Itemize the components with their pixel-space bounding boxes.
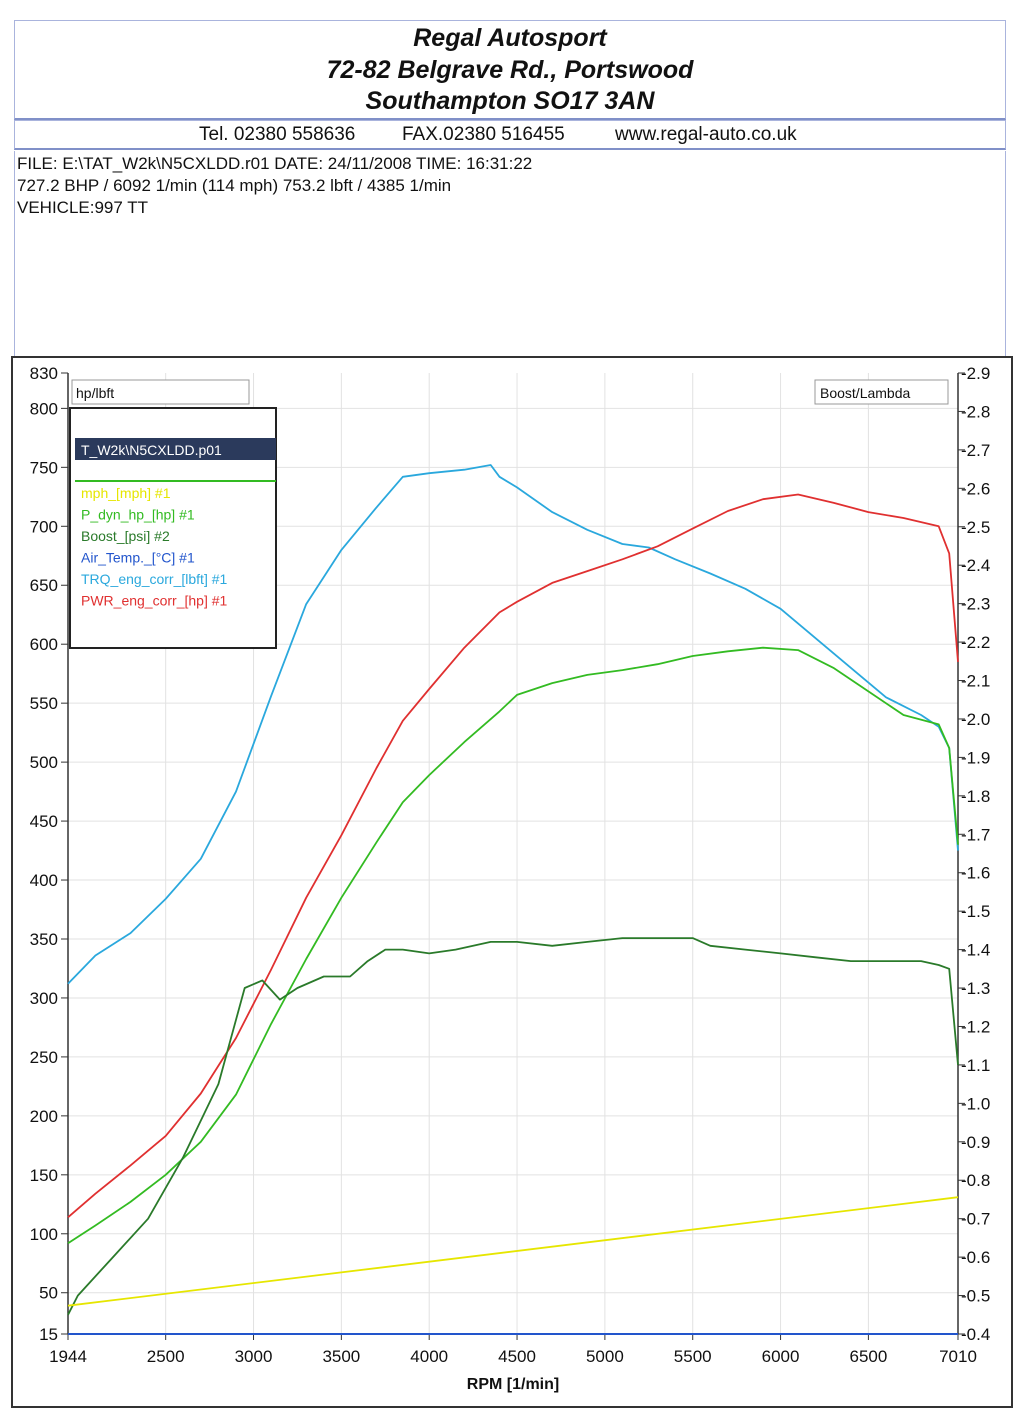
y2-tick-label: -1.9 (961, 748, 990, 767)
legend-file-highlight[interactable] (75, 438, 276, 460)
fax: FAX.02380 516455 (402, 124, 565, 145)
y2-tick-label: -2.5 (961, 518, 990, 537)
y2-tick-label: -1.3 (961, 979, 990, 998)
series-line-mph (67, 1196, 959, 1307)
y-tick-label: 750 (30, 458, 58, 477)
y2-tick-label: -1.0 (961, 1094, 990, 1113)
website: www.regal-auto.co.uk (615, 124, 797, 145)
plot-frame (11, 356, 1013, 1408)
series-line-trq (67, 464, 959, 985)
y2-tick-label: -2.8 (961, 402, 990, 421)
y-tick-label: 600 (30, 635, 58, 654)
x-tick-label: 3500 (322, 1347, 360, 1366)
run-info: FILE: E:\TAT_W2k\N5CXLDD.r01 DATE: 24/11… (14, 151, 1006, 356)
y2-tick-label: -1.5 (961, 902, 990, 921)
legend-entry[interactable]: P_dyn_hp_[hp] #1 (81, 507, 195, 523)
y2-tick-label: -2.4 (961, 556, 990, 575)
y2-tick-label: -0.7 (961, 1210, 990, 1229)
y2-tick-label: -2.1 (961, 672, 990, 691)
series-line-p (67, 646, 959, 1244)
y2-tick-label: -1.4 (961, 941, 990, 960)
y2-tick-label: -1.2 (961, 1017, 990, 1036)
peak-values: 727.2 BHP / 6092 1/min (114 mph) 753.2 l… (17, 176, 452, 195)
x-tick-label: 7010 (939, 1347, 977, 1366)
legend-entry[interactable]: Air_Temp._[°C] #1 (81, 550, 195, 566)
y2-tick-label: -0.8 (961, 1171, 990, 1190)
y-tick-label: 100 (30, 1225, 58, 1244)
y-tick-label: 400 (30, 871, 58, 890)
y-tick-label: 830 (30, 364, 58, 383)
y2-tick-label: -2.3 (961, 595, 990, 614)
y-tick-label: 150 (30, 1166, 58, 1185)
y2-tick-label: -1.1 (961, 1056, 990, 1075)
telephone: Tel. 02380 558636 (199, 124, 356, 145)
y2-tick-label: -1.8 (961, 787, 990, 806)
y-tick-label: 200 (30, 1107, 58, 1126)
series-line-boost (67, 937, 959, 1316)
y2-tick-label: -2.2 (961, 633, 990, 652)
y2-tick-label: -0.5 (961, 1287, 990, 1306)
x-tick-label: 2500 (147, 1347, 185, 1366)
y2-tick-label: -2.7 (961, 441, 990, 460)
y-tick-label: 15 (39, 1325, 58, 1344)
left-axis-box (71, 379, 250, 405)
legend-file-entry: T_W2k\N5CXLDD.p01 (81, 442, 222, 458)
y-tick-label: 350 (30, 930, 58, 949)
address-line-2: Southampton SO17 3AN (365, 87, 655, 115)
address-line-1: 72-82 Belgrave Rd., Portswood (326, 56, 694, 84)
y-tick-label: 550 (30, 694, 58, 713)
vehicle-info: VEHICLE:997 TT (17, 198, 149, 217)
y-tick-label: 650 (30, 576, 58, 595)
file-info: FILE: E:\TAT_W2k\N5CXLDD.r01 DATE: 24/11… (17, 154, 533, 173)
right-axis-box (814, 379, 949, 405)
x-tick-label: 1944 (49, 1347, 87, 1366)
legend-entry[interactable]: PWR_eng_corr_[hp] #1 (81, 593, 228, 609)
y-tick-label: 300 (30, 989, 58, 1008)
left-axis-box-label: hp/lbft (76, 385, 114, 401)
y-tick-label: 250 (30, 1048, 58, 1067)
x-tick-label: 6500 (849, 1347, 887, 1366)
x-tick-label: 4500 (498, 1347, 536, 1366)
company-name: Regal Autosport (413, 24, 607, 52)
series-line-pwr (67, 493, 959, 1218)
contact-bar: Tel. 02380 558636 FAX.02380 516455 www.r… (14, 120, 1006, 150)
y-tick-label: 500 (30, 753, 58, 772)
y2-tick-label: -0.9 (961, 1133, 990, 1152)
right-axis-box-label: Boost/Lambda (820, 385, 910, 401)
y2-tick-label: -0.4 (961, 1325, 990, 1344)
y2-tick-label: -1.6 (961, 864, 990, 883)
y-tick-label: 450 (30, 812, 58, 831)
x-tick-label: 3000 (235, 1347, 273, 1366)
y2-tick-label: -1.7 (961, 825, 990, 844)
legend-entry[interactable]: TRQ_eng_corr_[lbft] #1 (81, 571, 228, 587)
y-tick-label: 800 (30, 399, 58, 418)
legend-entry[interactable]: Boost_[psi] #2 (81, 528, 170, 544)
x-tick-label: 5000 (586, 1347, 624, 1366)
x-tick-label: 4000 (410, 1347, 448, 1366)
x-tick-label: 5500 (674, 1347, 712, 1366)
y2-tick-label: -0.6 (961, 1248, 990, 1267)
y2-tick-label: -2.6 (961, 479, 990, 498)
y-tick-label: 50 (39, 1284, 58, 1303)
header-box: Regal Autosport 72-82 Belgrave Rd., Port… (14, 20, 1006, 120)
y2-tick-label: -2.9 (961, 364, 990, 383)
y-tick-label: 700 (30, 517, 58, 536)
x-tick-label: 6000 (762, 1347, 800, 1366)
legend-entry[interactable]: mph_[mph] #1 (81, 485, 171, 501)
y2-tick-label: -2.0 (961, 710, 990, 729)
x-axis-label: RPM [1/min] (467, 1376, 559, 1393)
